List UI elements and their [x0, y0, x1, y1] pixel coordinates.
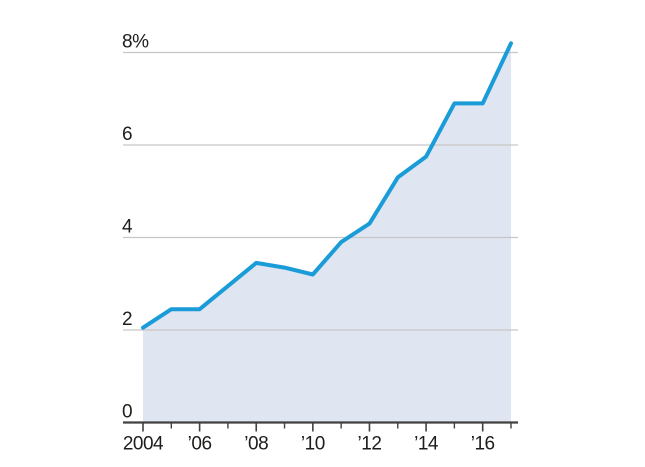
y-tick-label: 6: [122, 124, 132, 145]
y-tick-label: 2: [122, 309, 132, 330]
area-fill: [143, 43, 511, 423]
x-tick-label: ’08: [244, 434, 268, 455]
x-tick-label: ’06: [188, 434, 212, 455]
x-tick-label: ’16: [471, 434, 495, 455]
x-tick-label: ’12: [358, 434, 382, 455]
x-tick-label: ’10: [301, 434, 325, 455]
y-tick-label: 8%: [122, 32, 149, 53]
x-tick-label: 2004: [123, 434, 164, 455]
x-tick-label: ’14: [414, 434, 439, 455]
y-tick-label: 4: [122, 217, 133, 238]
series-line: [141, 41, 513, 330]
y-tick-label: 0: [122, 402, 132, 423]
